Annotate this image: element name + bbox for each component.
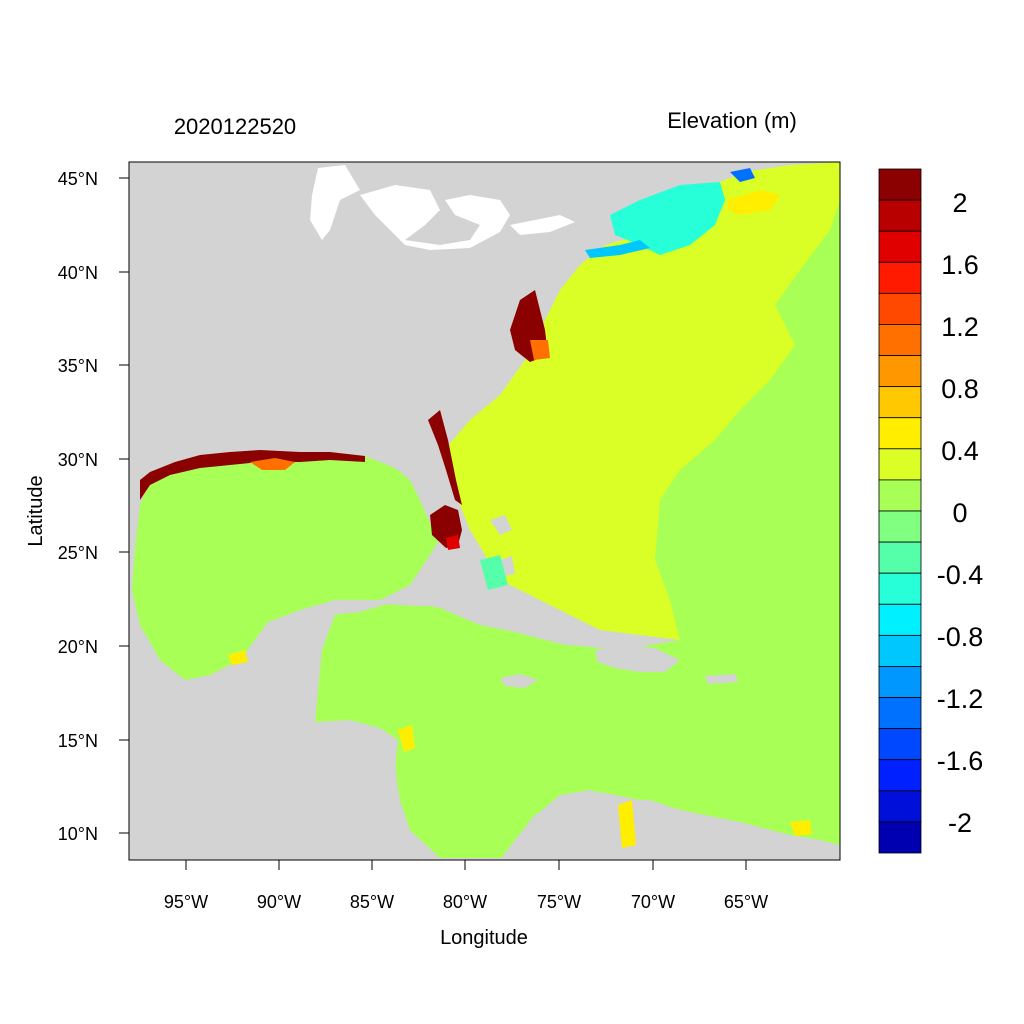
colorbar-swatch (878, 697, 922, 730)
colorbar-swatch (878, 759, 922, 792)
colorbar-swatch (878, 199, 922, 232)
colorbar-swatch (878, 230, 922, 263)
colorbar-label: -1.2 (937, 684, 984, 714)
colorbar-swatch (878, 261, 922, 294)
florida-east-coast-band (428, 410, 462, 505)
colorbar-label: -0.4 (937, 560, 984, 590)
colorbar-label: 2 (952, 188, 967, 218)
colorbar-label: 1.2 (941, 312, 979, 342)
colorbar-swatch (878, 541, 922, 574)
lon-tick-label: 95°W (164, 892, 208, 912)
colorbar-swatch (878, 324, 922, 356)
colorbar-swatch (878, 168, 922, 201)
longitude-axis: 95°W 90°W 85°W 80°W 75°W 70°W 65°W (164, 860, 768, 912)
yucatan-positive-surge (228, 650, 248, 665)
lon-tick-label: 90°W (257, 892, 301, 912)
colorbar-swatch (878, 790, 922, 823)
new-england-low-surge (610, 182, 725, 255)
colorbar-swatch (878, 510, 922, 543)
lat-tick-label: 10°N (58, 824, 98, 844)
bahamas-low-surge (480, 555, 508, 590)
colorbar-label: 0 (952, 498, 967, 528)
colorbar-swatch (878, 603, 922, 636)
colorbar-label: -0.8 (937, 622, 984, 652)
lon-tick-label: 70°W (631, 892, 675, 912)
map-panel (129, 162, 840, 860)
latitude-axis: 45°N 40°N 35°N 30°N 25°N 20°N 15°N 10°N (58, 169, 129, 844)
gulf-and-caribbean-region (132, 452, 445, 680)
hispaniola-island (595, 645, 680, 672)
colorbar-swatch (878, 417, 922, 450)
lat-tick-label: 45°N (58, 169, 98, 189)
y-axis-title: Latitude (25, 475, 47, 546)
maine-low-surge (730, 168, 755, 182)
central-america-land (129, 612, 405, 860)
colorbar-swatch (878, 572, 922, 605)
lon-tick-label: 65°W (724, 892, 768, 912)
colorbar-swatch (878, 634, 922, 667)
lat-tick-label: 20°N (58, 637, 98, 657)
puerto-rico-island (705, 674, 738, 684)
colorbar-swatch (878, 448, 922, 481)
colorbar-swatch (878, 666, 922, 698)
colorbar-label: 0.8 (941, 374, 979, 404)
eastern-atlantic-region (655, 200, 840, 860)
trinidad-positive-surge (790, 820, 812, 836)
nova-scotia-surge (728, 190, 780, 215)
lon-tick-label: 80°W (443, 892, 487, 912)
lat-tick-label: 15°N (58, 731, 98, 751)
colorbar-swatch (878, 821, 922, 854)
south-florida-tip (446, 535, 460, 550)
louisiana-surge (250, 458, 295, 470)
colorbar-swatch (878, 292, 922, 325)
variable-title: Elevation (m) (667, 108, 797, 133)
lat-tick-label: 40°N (58, 263, 98, 283)
colorbar-label: 0.4 (941, 436, 979, 466)
lat-tick-label: 25°N (58, 543, 98, 563)
new-york-low-surge (585, 240, 650, 258)
x-axis-title: Longitude (440, 927, 528, 949)
colorbar-swatch (878, 728, 922, 761)
colorbar-swatch (878, 479, 922, 512)
map-frame (128, 161, 841, 861)
lat-tick-label: 35°N (58, 356, 98, 376)
great-lakes (310, 165, 575, 250)
lon-tick-label: 75°W (537, 892, 581, 912)
colorbar (878, 168, 922, 854)
carolina-coast-surge-edge (530, 340, 550, 360)
colorbar-swatch (878, 386, 922, 419)
bahamas-islands (490, 515, 515, 576)
panama-positive-surge (398, 725, 415, 752)
lon-tick-label: 85°W (350, 892, 394, 912)
lat-tick-label: 30°N (58, 450, 98, 470)
maracaibo-positive-surge (618, 800, 636, 848)
colorbar-label: -2 (948, 808, 972, 838)
gulf-coast-high-surge (140, 450, 365, 500)
jamaica-island (500, 674, 538, 688)
date-title: 2020122520 (174, 114, 296, 139)
colorbar-swatch (878, 355, 922, 388)
cuba-island (385, 590, 580, 646)
colorbar-label: 1.6 (941, 250, 979, 280)
colorbar-labels: 2 1.6 1.2 0.8 0.4 0 -0.4 -0.8 -1.2 -1.6 … (937, 188, 984, 838)
colorbar-label: -1.6 (937, 746, 984, 776)
